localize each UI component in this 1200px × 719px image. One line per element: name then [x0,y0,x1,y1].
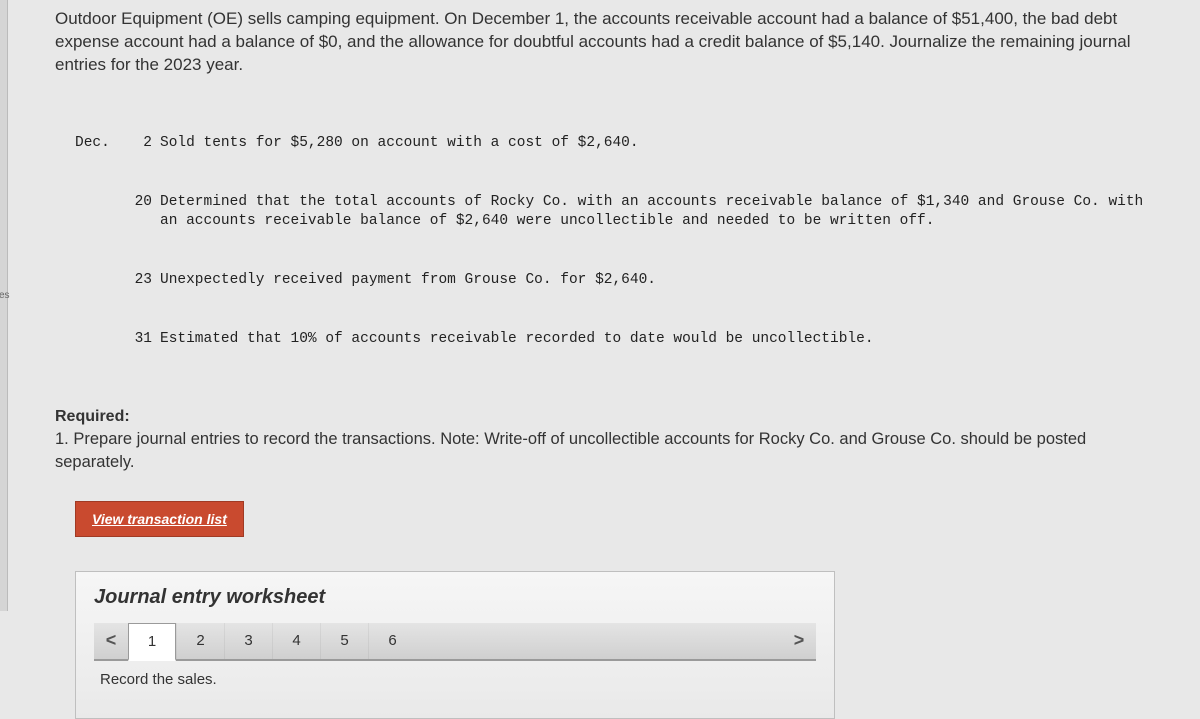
worksheet-tab-5[interactable]: 5 [320,623,368,659]
tx-desc: Estimated that 10% of accounts receivabl… [160,330,1155,350]
tx-month-blank [75,271,130,291]
tx-day: 2 [130,134,160,154]
worksheet-tab-2[interactable]: 2 [176,623,224,659]
transaction-list: Dec. 2 Sold tents for $5,280 on account … [75,95,1155,388]
tx-desc: Unexpectedly received payment from Grous… [160,271,1155,291]
tx-desc: Sold tents for $5,280 on account with a … [160,134,1155,154]
sidebar-fragment-label: es [0,290,10,301]
tx-day: 31 [130,330,160,350]
problem-statement: Outdoor Equipment (OE) sells camping equ… [55,8,1155,77]
tx-month-blank [75,330,130,350]
required-heading: Required: [55,408,1155,426]
transaction-row: 31 Estimated that 10% of accounts receiv… [75,330,1155,350]
transaction-row: 23 Unexpectedly received payment from Gr… [75,271,1155,291]
tab-spacer [416,623,782,659]
prev-tab-button[interactable]: < [94,623,128,659]
worksheet-tab-6[interactable]: 6 [368,623,416,659]
worksheet-title: Journal entry worksheet [94,586,816,609]
transaction-row: 20 Determined that the total accounts of… [75,193,1155,232]
worksheet-tab-1[interactable]: 1 [128,623,176,661]
tx-day: 20 [130,193,160,232]
record-instruction: Record the sales. [100,671,816,688]
tx-desc: Determined that the total accounts of Ro… [160,193,1155,232]
worksheet-tab-row: < 1 2 3 4 5 6 > [94,623,816,661]
worksheet-tab-4[interactable]: 4 [272,623,320,659]
tx-day: 23 [130,271,160,291]
worksheet-tab-3[interactable]: 3 [224,623,272,659]
required-text: 1. Prepare journal entries to record the… [55,428,1155,473]
left-sidebar-edge: es [0,0,8,611]
view-transaction-list-button[interactable]: View transaction list [75,501,244,537]
journal-entry-worksheet: Journal entry worksheet < 1 2 3 4 5 6 > … [75,571,835,719]
tx-month: Dec. [75,134,130,154]
next-tab-button[interactable]: > [782,623,816,659]
transaction-row: Dec. 2 Sold tents for $5,280 on account … [75,134,1155,154]
tx-month-blank [75,193,130,232]
main-content: Outdoor Equipment (OE) sells camping equ… [55,8,1155,719]
